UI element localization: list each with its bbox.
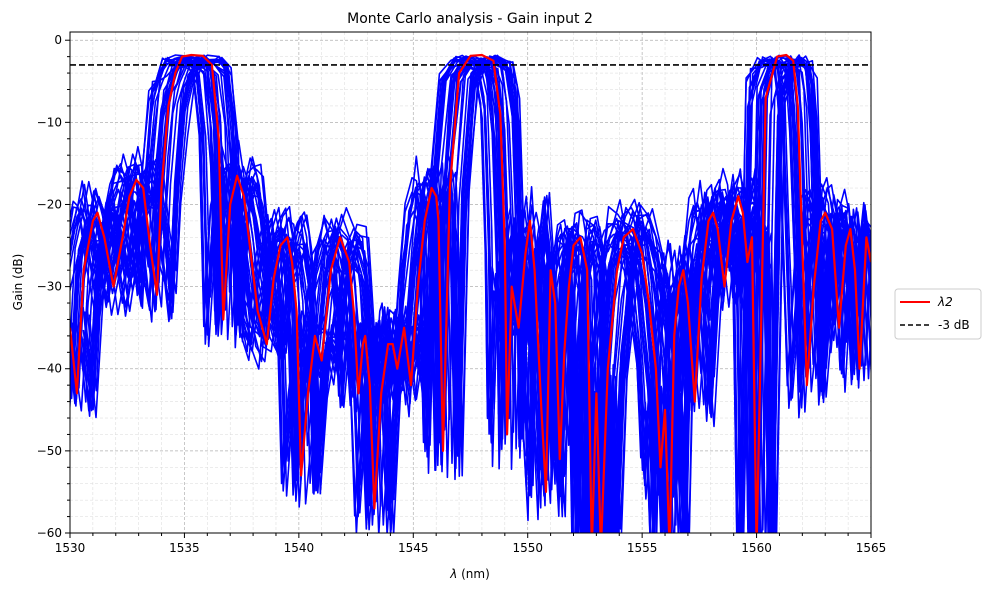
y-tick-label--20: −20	[37, 197, 62, 211]
series-nominal-line	[70, 53, 871, 533]
x-axis-label-symbol: λ	[449, 567, 457, 581]
x-axis-label-unit: (nm)	[457, 567, 489, 581]
monte-carlo-run-40	[70, 57, 867, 533]
x-tick-label-1545: 1545	[398, 541, 429, 555]
x-tick-label-1565: 1565	[856, 541, 887, 555]
x-tick-label-1530: 1530	[55, 541, 86, 555]
y-axis-label: Gain (dB)	[11, 254, 25, 311]
x-tick-label-1550: 1550	[512, 541, 543, 555]
legend-label-threshold: -3 dB	[938, 318, 970, 332]
monte-carlo-run-37	[84, 54, 871, 533]
monte-carlo-runs	[70, 54, 871, 533]
y-tick-label--30: −30	[37, 280, 62, 294]
y-tick-label-0: 0	[54, 33, 62, 47]
legend: λ2 -3 dB	[894, 288, 982, 340]
monte-carlo-run-39	[70, 58, 859, 533]
x-tick-label-1540: 1540	[284, 541, 315, 555]
plot-frame	[69, 31, 872, 534]
axis-ticks: 1530 1535 1540 1545 1550 1555 1560 1565 0 −10 −20 −…	[37, 33, 887, 555]
x-axis-label: λ (nm)	[449, 567, 490, 581]
x-tick-label-1535: 1535	[169, 541, 200, 555]
y-tick-label--50: −50	[37, 444, 62, 458]
monte-carlo-run-26	[70, 54, 853, 533]
monte-carlo-run-38	[73, 55, 871, 533]
legend-label-nominal: λ2	[937, 295, 953, 309]
y-tick-label--60: −60	[37, 526, 62, 540]
y-tick-label--10: −10	[37, 115, 62, 129]
x-tick-label-1560: 1560	[741, 541, 772, 555]
x-tick-label-1555: 1555	[627, 541, 658, 555]
chart-title: Monte Carlo analysis - Gain input 2	[347, 11, 593, 27]
y-tick-label--40: −40	[37, 362, 62, 376]
series-layer	[70, 53, 871, 533]
monte-carlo-run-36	[70, 56, 864, 533]
